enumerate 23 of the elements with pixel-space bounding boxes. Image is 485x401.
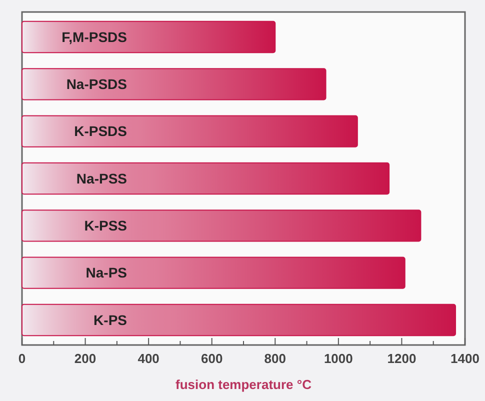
bar: [22, 304, 456, 336]
y-tick-label: Na-PS: [86, 264, 127, 281]
x-tick-label: 600: [201, 351, 223, 366]
y-tick-label: K-PS: [94, 312, 127, 328]
y-tick-label: K-PSDS: [74, 123, 127, 140]
y-tick-label: K-PSS: [84, 218, 127, 234]
y-tick-label: F,M-PSDS: [62, 28, 127, 45]
x-tick-label: 1200: [387, 351, 416, 366]
x-tick-label: 400: [138, 351, 160, 366]
bar: [22, 68, 326, 100]
x-axis-title: fusion temperature °C: [176, 377, 312, 392]
x-tick-label: 800: [264, 351, 286, 366]
bar: [22, 256, 406, 289]
bar: [22, 210, 422, 242]
y-tick-label: Na-PSS: [76, 170, 127, 186]
bar: [22, 162, 390, 195]
x-tick-label: 1400: [450, 351, 480, 366]
bar: [22, 20, 276, 54]
x-tick-label: 200: [74, 351, 96, 366]
x-tick-label: 1000: [324, 351, 353, 366]
bar: [22, 115, 358, 148]
x-tick-label: 0: [18, 351, 26, 366]
y-tick-label: Na-PSDS: [66, 76, 127, 92]
